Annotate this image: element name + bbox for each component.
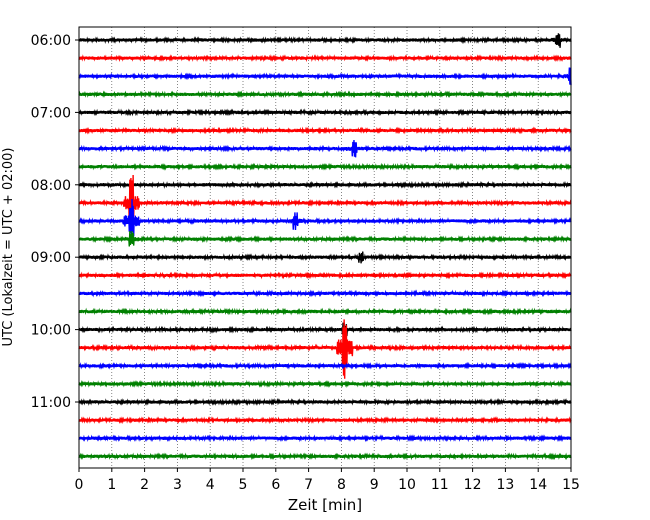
x-tick-label: 2 [140,477,149,493]
x-tick-label: 14 [529,477,547,493]
x-tick-label: 6 [271,477,280,493]
x-tick-label: 7 [304,477,313,493]
trace-row [78,54,572,63]
trace-row [78,271,572,280]
trace-row [78,180,572,189]
x-tick-label: 8 [337,477,346,493]
trace-row [78,319,572,379]
y-tick-label: 07:00 [31,105,71,121]
x-tick-label: 5 [239,477,248,493]
trace-row [78,108,572,117]
x-tick-label: 13 [496,477,514,493]
trace-row [78,251,572,264]
x-tick-label: 0 [75,477,84,493]
traces [78,33,572,461]
y-tick-label: 08:00 [31,178,71,194]
x-tick-label: 4 [206,477,215,493]
x-tick-label: 12 [464,477,482,493]
trace-row [78,361,572,370]
trace-row [78,322,572,337]
plot-frame [78,26,572,469]
trace-row [78,90,572,99]
trace-row [78,162,572,171]
y-axis-ticks: 06:00 07:00 08:00 09:00 10:00 11:00 [31,33,79,411]
y-tick-label: 09:00 [31,250,71,266]
x-tick-label: 10 [398,477,416,493]
trace-row [78,416,572,425]
y-tick-label: 11:00 [31,395,71,411]
x-tick-label: 3 [173,477,182,493]
trace-row [78,126,572,135]
trace-row [78,199,572,238]
x-tick-label: 1 [107,477,116,493]
trace-row [78,307,572,316]
trace-row [78,33,572,48]
trace-row [78,434,572,443]
trace-row [78,174,572,229]
trace-row [78,289,572,298]
x-axis-label: Zeit [min] [288,496,362,514]
x-tick-label: 15 [562,477,580,493]
trace-row [78,397,572,407]
trace-row [78,452,572,461]
y-axis-label: UTC (Lokalzeit = UTC + 02:00) [1,148,16,347]
trace-row [78,230,572,247]
y-tick-label: 06:00 [31,33,71,49]
y-tick-label: 10:00 [31,323,71,339]
trace-row [78,140,572,158]
x-axis-ticks: 0 1 2 3 4 5 6 7 8 9 10 11 12 13 14 15 [75,468,580,493]
x-tick-label: 9 [370,477,379,493]
trace-row [78,67,572,86]
trace-row [78,379,572,389]
x-tick-label: 11 [431,477,449,493]
